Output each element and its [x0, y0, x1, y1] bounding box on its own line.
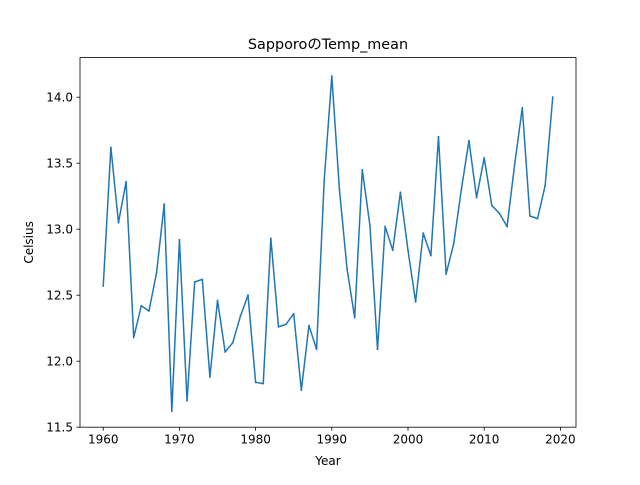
- series-line-0: [102, 75, 554, 413]
- data-point-1966: [148, 310, 150, 312]
- data-point-1996: [376, 348, 379, 351]
- x-axis-label: Year: [314, 454, 340, 468]
- data-point-1987: [308, 324, 310, 327]
- data-point-2012: [498, 212, 501, 215]
- x-tick-label: 2000: [393, 433, 424, 447]
- data-point-1962: [117, 221, 120, 224]
- data-point-2006: [452, 242, 455, 245]
- data-point-1973: [201, 278, 204, 281]
- data-point-2009: [475, 196, 478, 199]
- data-point-1979: [247, 294, 249, 297]
- data-point-2017: [536, 217, 539, 220]
- x-tick-label: 2010: [469, 433, 500, 447]
- y-tick-label: 13.0: [46, 223, 73, 237]
- data-point-2003: [429, 254, 432, 257]
- data-point-1977: [231, 341, 234, 344]
- y-tick-label: 14.0: [46, 91, 73, 105]
- data-point-1995: [369, 224, 371, 227]
- data-point-2000: [407, 249, 409, 252]
- data-point-1983: [277, 325, 280, 328]
- data-point-1961: [109, 146, 112, 149]
- axes-frame: [79, 57, 577, 428]
- data-point-1963: [125, 180, 127, 183]
- x-axis: 1960 1970 1980 1990 2000 2010 2020: [88, 427, 576, 447]
- data-point-2005: [445, 273, 447, 275]
- data-point-1992: [346, 267, 348, 270]
- data-point-2016: [529, 215, 531, 217]
- data-point-2019: [551, 96, 554, 99]
- data-point-2007: [460, 188, 463, 191]
- data-point-1984: [285, 323, 287, 326]
- series-layer: [102, 75, 554, 413]
- y-tick-label: 12.0: [46, 355, 73, 369]
- data-point-1978: [239, 315, 242, 318]
- y-axis-label: Celsius: [22, 221, 36, 264]
- data-point-1988: [315, 348, 318, 351]
- data-point-1994: [361, 168, 364, 171]
- data-point-1986: [300, 389, 303, 392]
- y-tick-label: 13.5: [46, 157, 73, 171]
- data-point-1990: [330, 75, 333, 77]
- data-point-1975: [216, 299, 219, 302]
- data-point-1991: [338, 188, 341, 191]
- data-point-1968: [163, 203, 166, 206]
- data-point-1993: [353, 316, 356, 319]
- data-point-2010: [483, 157, 486, 159]
- y-tick-label: 11.5: [46, 421, 73, 435]
- x-tick-label: 1990: [317, 433, 348, 447]
- data-point-1976: [224, 351, 227, 353]
- data-point-2015: [521, 106, 524, 109]
- data-point-1982: [269, 237, 272, 240]
- y-axis: 11.5 12.0 12.5 13.0 13.5 14.0: [46, 91, 80, 435]
- data-point-1985: [292, 312, 295, 315]
- data-point-2004: [437, 135, 440, 138]
- data-point-2014: [513, 163, 516, 166]
- data-point-2013: [506, 225, 508, 228]
- x-tick-label: 2020: [545, 433, 576, 447]
- x-tick-label: 1970: [164, 433, 195, 447]
- data-point-1969: [170, 410, 173, 413]
- chart-title: SapporoのTemp_mean: [248, 37, 408, 53]
- data-point-1972: [193, 281, 196, 283]
- plot-area: [80, 57, 576, 428]
- data-point-2008: [468, 139, 470, 142]
- data-point-1974: [209, 376, 211, 378]
- data-point-1999: [399, 191, 402, 194]
- data-point-2001: [414, 300, 417, 303]
- data-point-2018: [544, 184, 547, 187]
- data-point-1960: [102, 285, 105, 287]
- data-point-1964: [132, 336, 135, 339]
- x-tick-label: 1980: [240, 433, 271, 447]
- data-point-1970: [178, 238, 181, 241]
- data-point-1965: [140, 304, 143, 307]
- data-point-2002: [422, 232, 425, 235]
- data-point-1997: [384, 225, 387, 228]
- y-tick-label: 12.5: [46, 289, 73, 303]
- data-point-1989: [323, 179, 326, 182]
- data-point-2011: [490, 204, 493, 207]
- data-point-1998: [391, 249, 394, 252]
- data-point-1967: [155, 271, 158, 274]
- data-point-1971: [186, 399, 188, 402]
- data-point-1980: [254, 381, 257, 384]
- data-point-1981: [262, 382, 265, 385]
- x-tick-label: 1960: [88, 433, 119, 447]
